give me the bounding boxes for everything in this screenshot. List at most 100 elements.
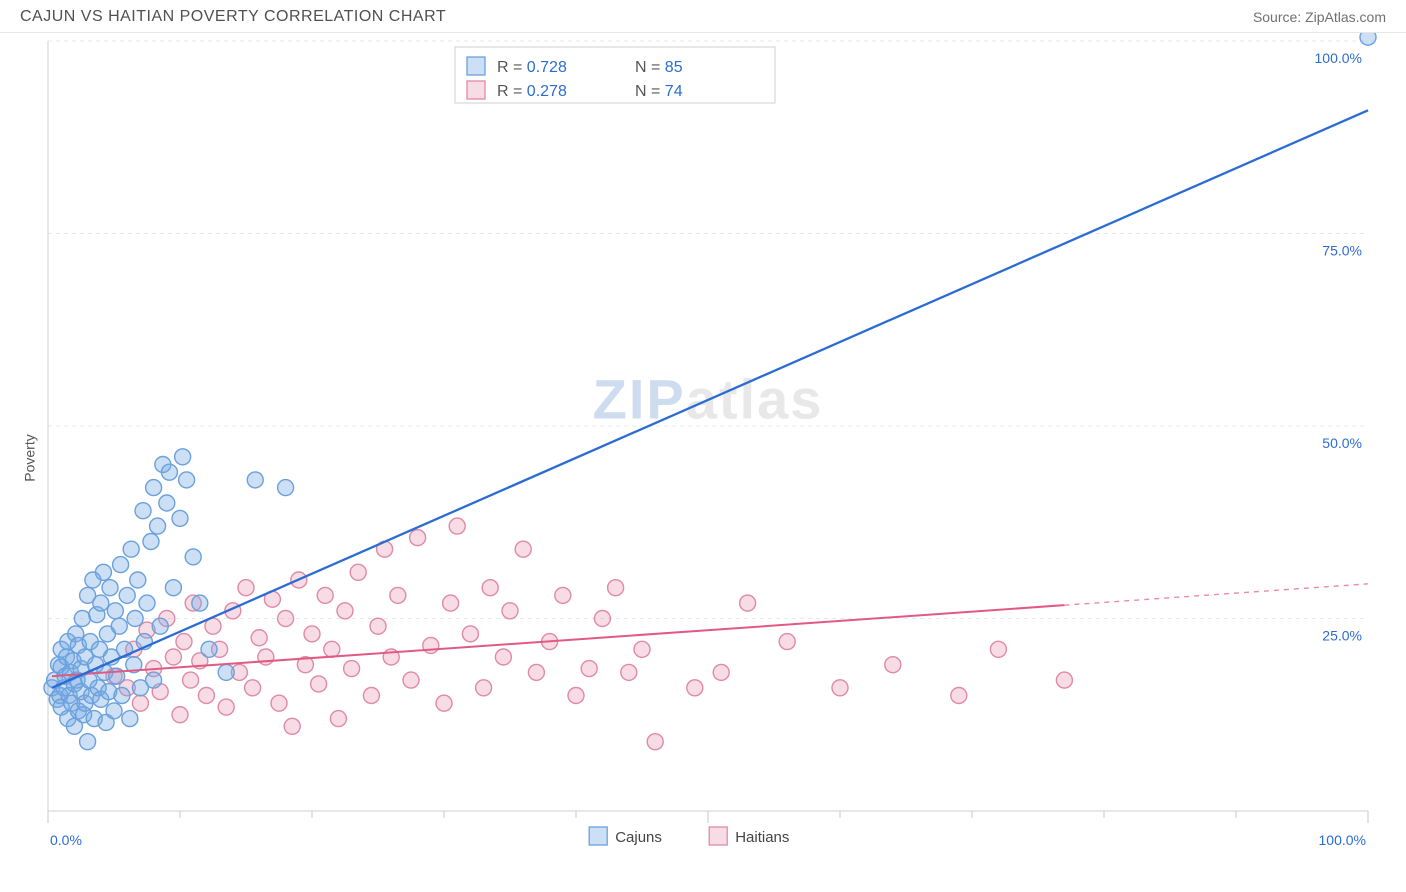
data-point-haitians — [594, 611, 610, 627]
data-point-haitians — [687, 680, 703, 696]
data-point-cajuns — [80, 734, 96, 750]
x-tick-label: 0.0% — [50, 832, 82, 848]
data-point-haitians — [317, 587, 333, 603]
data-point-cajuns — [179, 472, 195, 488]
data-point-haitians — [344, 661, 360, 677]
data-point-cajuns — [74, 611, 90, 627]
data-point-cajuns — [107, 603, 123, 619]
data-point-cajuns — [146, 672, 162, 688]
data-point-haitians — [271, 695, 287, 711]
data-point-haitians — [740, 595, 756, 611]
chart-title: CAJUN VS HAITIAN POVERTY CORRELATION CHA… — [20, 8, 446, 26]
data-point-haitians — [238, 580, 254, 596]
data-point-cajuns — [201, 641, 217, 657]
data-point-haitians — [713, 664, 729, 680]
data-point-haitians — [443, 595, 459, 611]
legend-n-label: N = 74 — [635, 83, 683, 100]
data-point-cajuns — [159, 495, 175, 511]
data-point-cajuns — [1360, 33, 1376, 45]
data-point-haitians — [515, 541, 531, 557]
data-point-haitians — [482, 580, 498, 596]
data-point-haitians — [423, 637, 439, 653]
y-tick-label: 75.0% — [1322, 243, 1362, 259]
data-point-haitians — [410, 530, 426, 546]
x-tick-label: 100.0% — [1319, 832, 1366, 848]
data-point-cajuns — [135, 503, 151, 519]
data-point-haitians — [324, 641, 340, 657]
data-point-cajuns — [139, 595, 155, 611]
legend-swatch — [709, 827, 727, 845]
data-point-haitians — [278, 611, 294, 627]
legend-r-label: R = 0.728 — [497, 59, 567, 76]
data-point-haitians — [634, 641, 650, 657]
data-point-haitians — [218, 699, 234, 715]
data-point-haitians — [251, 630, 267, 646]
data-point-haitians — [832, 680, 848, 696]
legend-swatch — [467, 81, 485, 99]
data-point-haitians — [647, 734, 663, 750]
chart-source: Source: ZipAtlas.com — [1253, 9, 1386, 25]
trendline-cajuns — [52, 110, 1368, 688]
data-point-cajuns — [113, 557, 129, 573]
data-point-haitians — [284, 718, 300, 734]
data-point-cajuns — [93, 595, 109, 611]
data-point-haitians — [885, 657, 901, 673]
data-point-haitians — [608, 580, 624, 596]
data-point-haitians — [951, 688, 967, 704]
legend-swatch — [589, 827, 607, 845]
data-point-cajuns — [123, 541, 139, 557]
scatter-chart: ZIPatlas25.0%50.0%75.0%100.0%0.0%100.0%R… — [0, 33, 1406, 883]
data-point-cajuns — [218, 664, 234, 680]
data-point-cajuns — [247, 472, 263, 488]
data-point-cajuns — [114, 688, 130, 704]
data-point-haitians — [183, 672, 199, 688]
data-point-haitians — [568, 688, 584, 704]
legend-label: Cajuns — [615, 829, 662, 846]
trendline-haitians-extrapolated — [1064, 584, 1368, 605]
data-point-cajuns — [175, 449, 191, 465]
chart-container: Poverty ZIPatlas25.0%50.0%75.0%100.0%0.0… — [0, 33, 1406, 883]
data-point-cajuns — [172, 510, 188, 526]
data-point-cajuns — [130, 572, 146, 588]
data-point-haitians — [779, 634, 795, 650]
source-value: ZipAtlas.com — [1305, 9, 1386, 25]
legend-swatch — [467, 57, 485, 75]
data-point-cajuns — [119, 587, 135, 603]
data-point-haitians — [165, 649, 181, 665]
data-point-haitians — [990, 641, 1006, 657]
data-point-haitians — [304, 626, 320, 642]
data-point-cajuns — [152, 618, 168, 634]
data-point-haitians — [403, 672, 419, 688]
legend-r-label: R = 0.278 — [497, 83, 567, 100]
data-point-haitians — [555, 587, 571, 603]
y-tick-label: 50.0% — [1322, 435, 1362, 451]
data-point-cajuns — [143, 534, 159, 550]
data-point-cajuns — [146, 480, 162, 496]
data-point-haitians — [198, 688, 214, 704]
data-point-haitians — [621, 664, 637, 680]
source-label: Source: — [1253, 9, 1301, 25]
data-point-cajuns — [192, 595, 208, 611]
data-point-cajuns — [185, 549, 201, 565]
data-point-haitians — [245, 680, 261, 696]
data-point-cajuns — [102, 580, 118, 596]
legend-n-label: N = 85 — [635, 59, 683, 76]
data-point-cajuns — [278, 480, 294, 496]
data-point-haitians — [476, 680, 492, 696]
data-point-haitians — [330, 711, 346, 727]
data-point-haitians — [528, 664, 544, 680]
trendline-haitians — [52, 605, 1064, 676]
data-point-haitians — [172, 707, 188, 723]
chart-header: CAJUN VS HAITIAN POVERTY CORRELATION CHA… — [0, 0, 1406, 33]
data-point-haitians — [462, 626, 478, 642]
data-point-haitians — [350, 564, 366, 580]
y-tick-label: 25.0% — [1322, 628, 1362, 644]
legend-label: Haitians — [735, 829, 789, 846]
data-point-haitians — [581, 661, 597, 677]
data-point-haitians — [176, 634, 192, 650]
data-point-cajuns — [161, 464, 177, 480]
y-axis-label: Poverty — [22, 434, 38, 481]
data-point-haitians — [390, 587, 406, 603]
data-point-haitians — [337, 603, 353, 619]
y-tick-label: 100.0% — [1315, 50, 1362, 66]
